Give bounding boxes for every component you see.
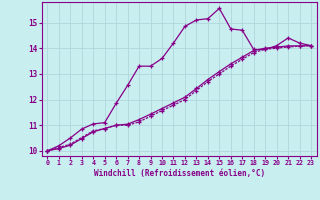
X-axis label: Windchill (Refroidissement éolien,°C): Windchill (Refroidissement éolien,°C) (94, 169, 265, 178)
